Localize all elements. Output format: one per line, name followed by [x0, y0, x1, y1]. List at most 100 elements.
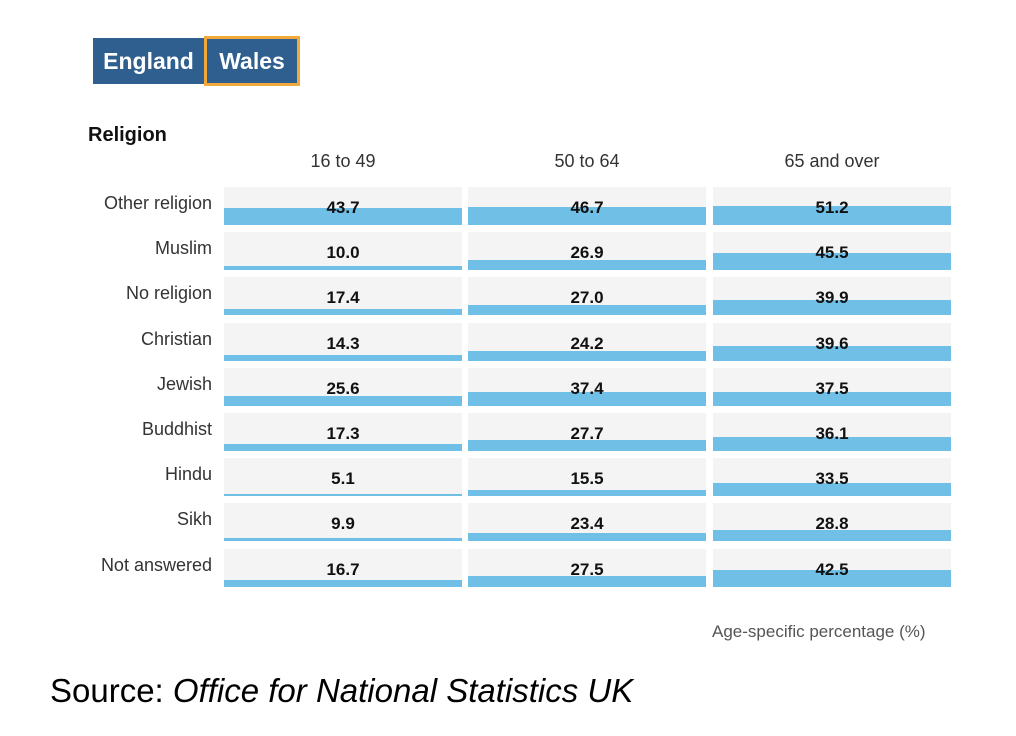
bar-cell: 36.1: [713, 413, 951, 451]
data-label: 45.5: [815, 243, 849, 263]
data-label: 37.5: [815, 378, 849, 398]
data-label: 27.7: [570, 424, 604, 443]
bar: [224, 580, 462, 587]
bar-cell: 9.9: [224, 503, 462, 542]
data-label: 17.3: [326, 424, 360, 443]
data-label: 10.0: [326, 243, 360, 263]
chart-title: Religion: [88, 124, 167, 146]
row-label: Not answered: [100, 554, 212, 575]
bar-cell: 45.5: [713, 232, 951, 271]
row-label: Christian: [140, 328, 212, 349]
bar: [468, 576, 706, 587]
row-label: Buddhist: [141, 419, 212, 439]
data-label: 9.9: [331, 514, 355, 534]
bar: [224, 537, 462, 542]
bar: [468, 305, 706, 316]
data-label: 25.6: [326, 378, 360, 398]
bar: [713, 530, 951, 542]
nation-tabs: England Wales: [93, 36, 300, 86]
bar: [713, 252, 951, 271]
bar: [713, 570, 951, 587]
bar: [224, 494, 462, 497]
source-name: Office for National Statistics UK: [172, 672, 634, 709]
bar-cell: 27.0: [468, 277, 706, 316]
axis-label: Age-specific percentage (%): [712, 622, 926, 641]
data-label: 39.9: [815, 288, 849, 308]
bar: [468, 532, 706, 542]
bar-cell: 39.6: [713, 322, 951, 361]
data-label: 24.2: [570, 333, 604, 353]
source-prefix: Source:: [50, 672, 173, 709]
data-label: 17.4: [326, 288, 360, 308]
row-label: Jewish: [156, 373, 212, 394]
data-label: 14.3: [326, 333, 360, 353]
data-label: 43.7: [326, 198, 360, 217]
bar-cell: 15.5: [468, 458, 706, 497]
data-label: 26.9: [570, 243, 604, 263]
bar-cell: 10.0: [224, 232, 462, 271]
data-label: 28.8: [815, 514, 849, 534]
bar: [468, 490, 706, 497]
bar: [224, 266, 462, 271]
tab-england[interactable]: England: [93, 38, 204, 84]
bar-cell: 43.7: [224, 187, 462, 225]
bar: [468, 207, 706, 225]
bar-cell: 37.4: [468, 367, 706, 406]
bar-cell: 39.9: [713, 277, 951, 316]
bar: [468, 440, 706, 451]
bar: [224, 308, 462, 316]
bar: [713, 391, 951, 406]
bar-cell: 26.9: [468, 232, 706, 271]
data-label: 27.5: [570, 559, 604, 579]
data-label: 36.1: [815, 424, 849, 443]
data-label: 46.7: [570, 198, 604, 217]
row-label: Sikh: [176, 509, 212, 530]
bar-cell: 27.7: [468, 413, 706, 451]
bar: [713, 483, 951, 497]
data-label: 16.7: [326, 559, 360, 579]
bar-cell: 23.4: [468, 503, 706, 542]
row-label: Hindu: [164, 464, 212, 485]
data-label: 15.5: [570, 469, 604, 489]
data-label: 39.6: [815, 333, 849, 353]
bar-cell: 27.5: [468, 548, 706, 587]
bar-cell: 5.1: [224, 458, 462, 497]
bar: [224, 355, 462, 361]
bar-cell: 25.6: [224, 367, 462, 406]
column-header: 50 to 64: [554, 151, 620, 171]
bar: [468, 391, 706, 406]
data-label: 37.4: [570, 378, 604, 398]
bar: [224, 396, 462, 406]
tab-wales[interactable]: Wales: [204, 36, 300, 86]
data-label: 33.5: [815, 469, 849, 489]
data-label: 23.4: [570, 514, 604, 534]
bar: [468, 259, 706, 271]
data-label: 42.5: [815, 559, 849, 579]
column-header: 65 and over: [784, 151, 880, 171]
bar-cell: 33.5: [713, 458, 951, 497]
bar-cell: 16.7: [224, 548, 462, 587]
bar: [713, 437, 951, 451]
bar: [713, 300, 951, 316]
bar: [468, 351, 706, 361]
bar: [713, 345, 951, 361]
bar: [713, 205, 951, 225]
row-label: Other religion: [103, 193, 212, 213]
bar: [224, 208, 462, 225]
data-label: 27.0: [570, 288, 604, 308]
bar-cell: 42.5: [713, 548, 951, 587]
bar-cell: 51.2: [713, 187, 951, 225]
bar: [224, 444, 462, 451]
source-caption: Source: Office for National Statistics U…: [50, 672, 633, 710]
bar-cell: 37.5: [713, 367, 951, 406]
column-header: 16 to 49: [310, 151, 376, 171]
bar-cell: 24.2: [468, 322, 706, 361]
bar-cell: 17.4: [224, 277, 462, 316]
data-label: 51.2: [815, 198, 849, 217]
data-label: 5.1: [331, 469, 355, 489]
bar-cell: 46.7: [468, 187, 706, 225]
bar-cell: 17.3: [224, 413, 462, 451]
bar-cell: 28.8: [713, 503, 951, 542]
bar-cell: 14.3: [224, 322, 462, 361]
row-label: No religion: [125, 283, 212, 304]
